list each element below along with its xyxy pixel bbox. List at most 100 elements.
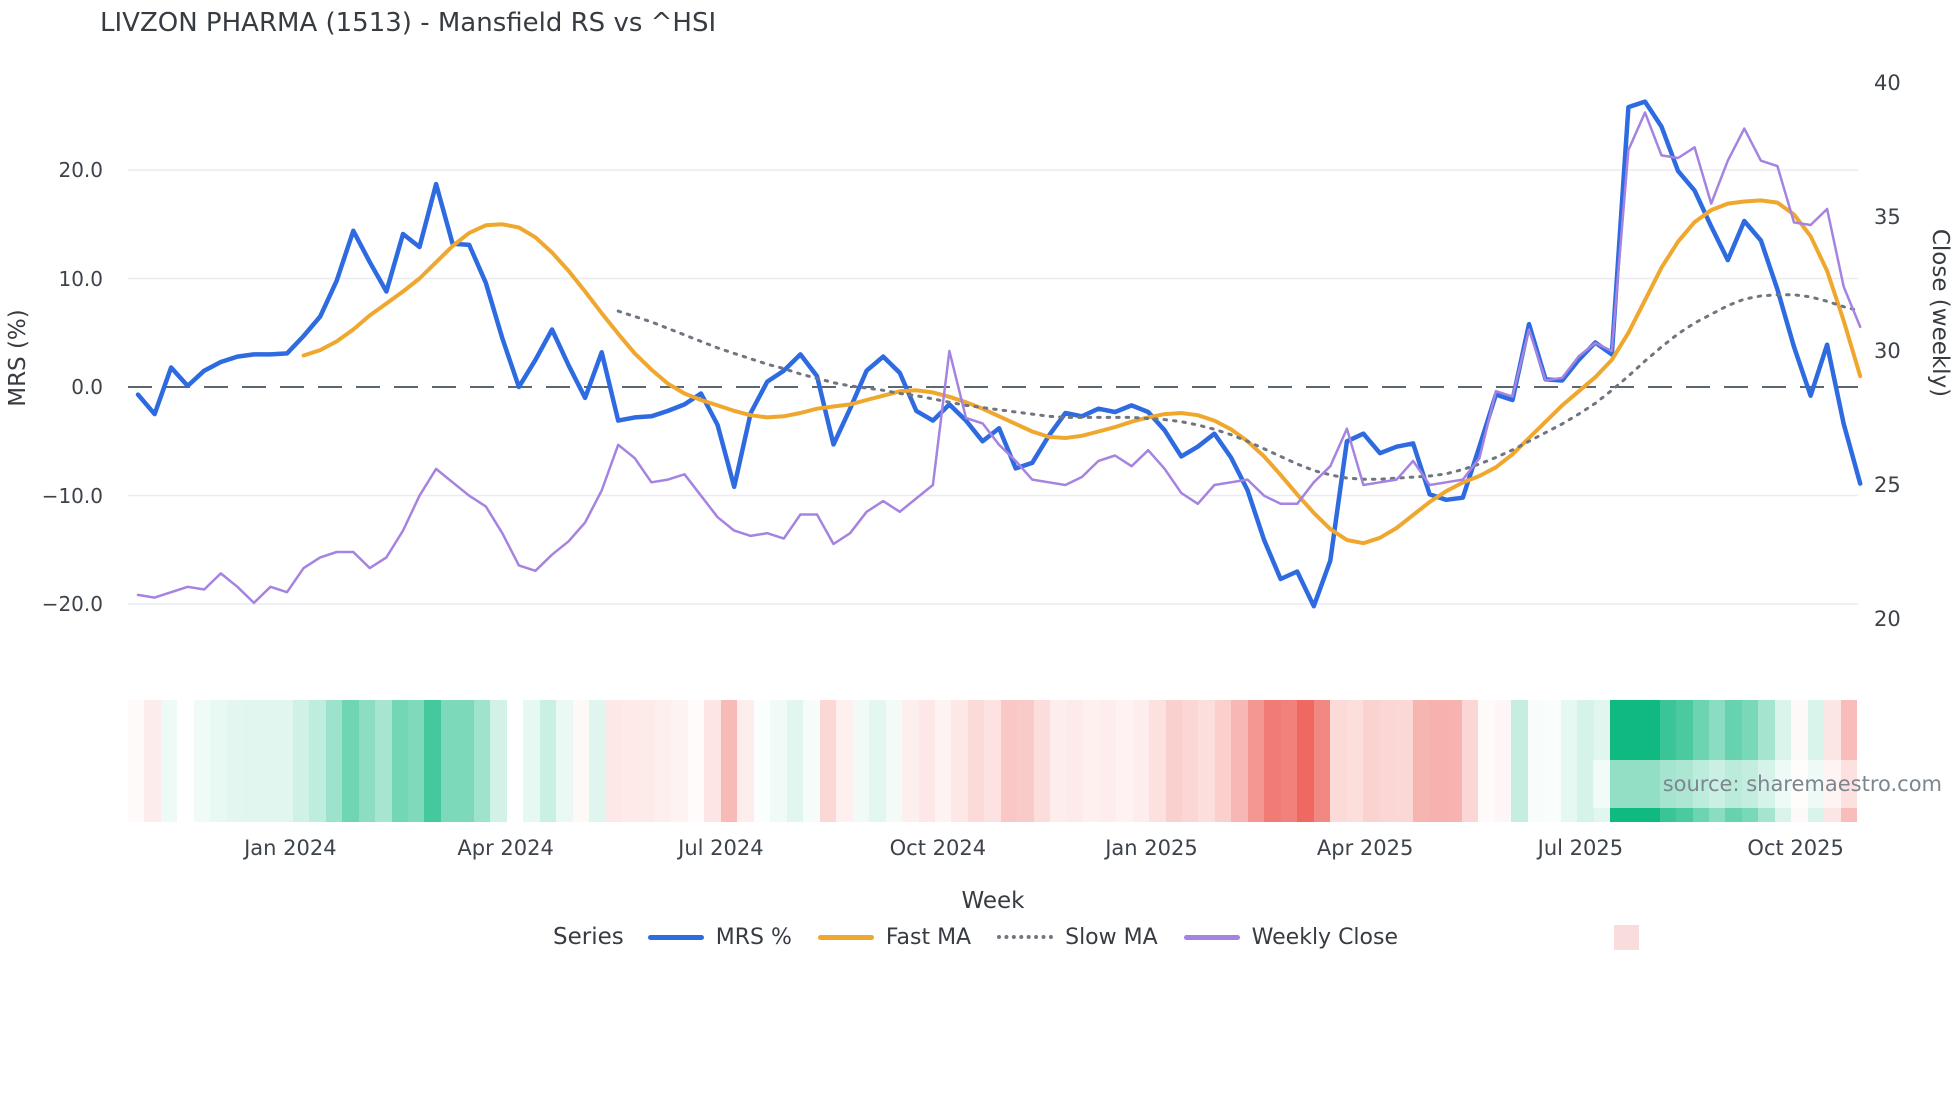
heatmap-cell xyxy=(1132,700,1150,822)
heatmap-cell xyxy=(737,700,754,822)
heatmap-cell xyxy=(720,700,738,822)
heatmap-cell xyxy=(803,700,820,822)
legend-item-fast-ma: Fast MA xyxy=(817,924,972,950)
x-axis-title: Week xyxy=(961,888,1025,914)
legend-line-swatch xyxy=(997,935,1054,939)
heatmap-cell xyxy=(1182,700,1199,822)
heatmap-cell xyxy=(1330,700,1347,822)
heatmap-cell xyxy=(1050,700,1067,822)
legend-line-swatch xyxy=(647,934,704,940)
right-axis-tick-label: 30 xyxy=(1874,339,1901,363)
x-axis-tick-label: Jan 2025 xyxy=(1105,836,1198,860)
x-axis-tick-label: Apr 2025 xyxy=(1316,836,1414,860)
x-axis-tick-label: Oct 2025 xyxy=(1747,836,1844,860)
left-axis-tick-label: −20.0 xyxy=(41,592,103,616)
heatmap-cell xyxy=(1346,700,1364,822)
heatmap-cell xyxy=(655,700,672,822)
heatmap-cell xyxy=(1280,700,1298,822)
left-axis-tick-label: 20.0 xyxy=(58,158,103,182)
legend-item-weekly-close: Weekly Close xyxy=(1183,924,1399,950)
x-axis-tick-label: Jul 2025 xyxy=(1537,836,1624,860)
heatmap-cell xyxy=(1577,700,1594,822)
heatmap-cell xyxy=(704,700,721,822)
heatmap-cell xyxy=(539,700,557,822)
heatmap-cell xyxy=(1412,700,1430,822)
legend-item-label: Fast MA xyxy=(885,924,972,950)
heatmap-cell xyxy=(358,700,376,822)
heatmap-cell xyxy=(193,700,211,822)
mrs--line xyxy=(135,99,1863,609)
heatmap-cell xyxy=(885,700,903,822)
heatmap-cell xyxy=(473,700,491,822)
left-axis-tick-label: 0.0 xyxy=(71,375,103,399)
heatmap-cell xyxy=(1363,700,1380,822)
legend-heatmap-swatch xyxy=(1614,924,1640,950)
heatmap-cell xyxy=(1313,700,1331,822)
left-axis-tick-label: −10.0 xyxy=(41,483,103,508)
heatmap-cell xyxy=(1066,700,1084,822)
heatmap-cell xyxy=(572,700,590,822)
heatmap-cell xyxy=(160,700,178,822)
slow-ma-line xyxy=(616,293,1862,481)
heatmap-cell xyxy=(523,700,540,822)
heatmap-cell xyxy=(1478,700,1495,822)
right-axis-tick-label: 25 xyxy=(1874,473,1901,497)
heatmap-cell xyxy=(1116,700,1133,822)
heatmap-cell xyxy=(1264,700,1281,822)
heatmap-cell xyxy=(1099,700,1117,822)
heatmap-cell xyxy=(1527,700,1545,822)
heatmap-cell xyxy=(687,700,705,822)
heatmap-cell xyxy=(144,700,161,822)
heatmap-cell xyxy=(424,700,441,822)
legend-item-mrs-: MRS % xyxy=(647,924,792,950)
legend-line-swatch xyxy=(1183,934,1240,940)
heatmap-cell xyxy=(951,700,968,822)
heatmap-cell xyxy=(589,700,606,822)
heatmap-cell xyxy=(622,700,639,822)
heatmap-cell xyxy=(1379,700,1397,822)
heatmap-cell xyxy=(671,700,688,822)
heatmap-cell xyxy=(638,700,655,822)
heatmap-cell xyxy=(984,700,1001,822)
heatmap-cell xyxy=(1297,700,1314,822)
heatmap-cell xyxy=(1429,700,1446,822)
heatmap-cell xyxy=(1396,700,1413,822)
heatmap-cell xyxy=(770,700,787,822)
heatmap-cell xyxy=(1445,700,1462,822)
source-text: source: sharemaestro.com xyxy=(1662,772,1942,796)
heatmap-cell xyxy=(852,700,870,822)
heatmap-cell xyxy=(1149,700,1166,822)
heatmap-cell xyxy=(342,700,359,822)
right-axis-tick-label: 20 xyxy=(1874,607,1901,631)
heatmap-cell xyxy=(490,700,507,822)
weekly-close-line xyxy=(136,111,1862,605)
heatmap-cell xyxy=(259,700,277,822)
heatmap-cell xyxy=(556,700,573,822)
heatmap-cell xyxy=(753,700,771,822)
heatmap-cell xyxy=(918,700,935,822)
heatmap-cell xyxy=(407,700,425,822)
heatmap-cell xyxy=(309,700,326,822)
heatmap-cell xyxy=(1214,700,1232,822)
heatmap-cell xyxy=(819,700,837,822)
heatmap-cell xyxy=(1544,700,1561,822)
heatmap-cell xyxy=(1494,700,1512,822)
legend-heading: Series xyxy=(553,924,624,950)
heatmap-cell xyxy=(506,700,524,822)
heatmap-cell xyxy=(1198,700,1215,822)
legend-item-label: Weekly Close xyxy=(1251,924,1399,950)
heatmap-cell xyxy=(605,700,623,822)
legend-item-label: MRS % xyxy=(715,924,792,950)
heatmap-cell xyxy=(325,700,343,822)
legend-item-label: Slow MA xyxy=(1065,924,1158,950)
heatmap-cell xyxy=(934,700,952,822)
x-axis-tick-label: Apr 2024 xyxy=(457,836,554,860)
right-axis-tick-label: 40 xyxy=(1874,71,1901,95)
heatmap-cell xyxy=(1560,700,1578,822)
heatmap-cell xyxy=(1231,700,1248,822)
heatmap-cell xyxy=(786,700,804,822)
plot-area xyxy=(128,99,1863,609)
legend-item-slow-ma: Slow MA xyxy=(997,925,1158,950)
heatmap-cell xyxy=(292,700,310,822)
heatmap-cell xyxy=(276,700,293,822)
